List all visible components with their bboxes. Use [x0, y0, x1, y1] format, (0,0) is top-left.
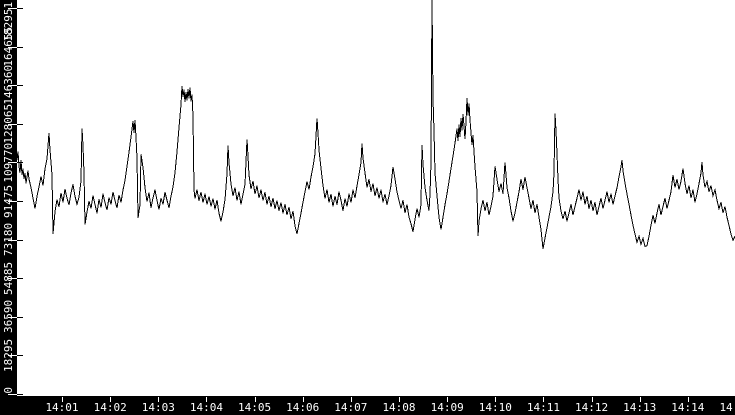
x-tick-label: 14:11 — [526, 401, 560, 414]
x-tick-label: 14:09 — [430, 401, 464, 414]
x-tick-label: 14:03 — [141, 401, 175, 414]
x-tick-label: 14:08 — [382, 401, 416, 414]
x-tick-label: 14:14 — [671, 401, 705, 414]
x-tick-label: 14:02 — [93, 401, 127, 414]
y-tick-label: 146360 — [2, 65, 15, 106]
x-tick-label: 14:13 — [623, 401, 657, 414]
x-tick-label: 14:15 — [719, 401, 735, 414]
y-tick-label: 182951 — [2, 1, 15, 42]
y-axis — [0, 0, 17, 396]
y-tick-label: 128065 — [2, 103, 15, 144]
y-tick-label: 91475 — [2, 184, 15, 218]
x-tick-label: 14:07 — [334, 401, 368, 414]
y-tick-label: 73180 — [2, 223, 15, 257]
x-tick-label: 14:05 — [238, 401, 272, 414]
y-tick-label: 36590 — [2, 300, 15, 334]
x-tick-label: 14:12 — [575, 401, 609, 414]
x-tick-label: 14:04 — [189, 401, 223, 414]
y-tick-label: 54885 — [2, 261, 15, 295]
x-tick-label: 14:01 — [45, 401, 79, 414]
x-tick-label: 14:10 — [478, 401, 512, 414]
y-tick-label: 109770 — [2, 142, 15, 183]
data-series-line — [16, 0, 735, 249]
y-tick-label: 18295 — [2, 338, 15, 372]
x-axis — [0, 396, 735, 415]
y-tick-label: 0 — [2, 387, 15, 394]
x-tick-label: 14:06 — [286, 401, 320, 414]
